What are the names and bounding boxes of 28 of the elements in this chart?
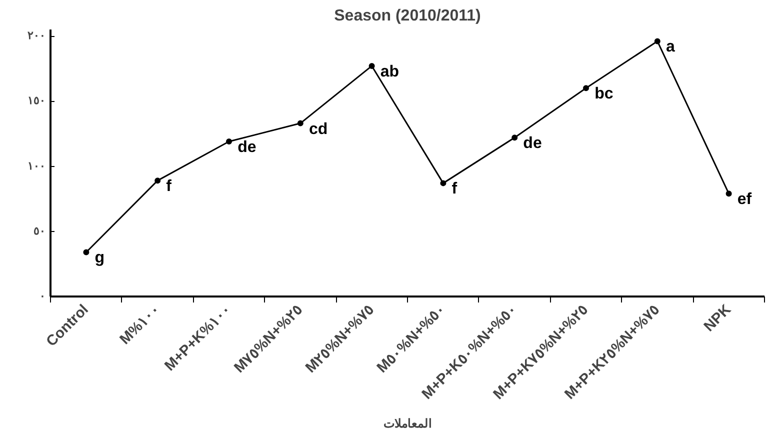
y-tick-label: ٠ — [40, 290, 46, 302]
point — [83, 249, 90, 256]
annotation: ef — [737, 191, 752, 208]
y-tick-label: ١٠٠ — [28, 160, 46, 172]
annotation: bc — [594, 86, 614, 103]
y-tick-label: ١٥٠ — [28, 95, 46, 108]
annotation: f — [166, 178, 172, 196]
point — [440, 180, 446, 186]
annotation: f — [452, 180, 458, 198]
x-axis-title: المعاملات — [384, 416, 432, 431]
point — [583, 85, 589, 92]
annotation: ab — [380, 63, 400, 80]
point — [512, 134, 518, 141]
point — [297, 120, 304, 126]
x-tick-label: M%١٠٠ — [117, 302, 164, 348]
annotation: a — [666, 38, 675, 56]
chart-title: Season (2010/2011) — [334, 8, 481, 24]
point — [154, 178, 161, 184]
point — [226, 138, 232, 145]
annotation: g — [94, 250, 105, 267]
annotation: de — [238, 139, 256, 156]
y-tick-label: ٥٠ — [34, 225, 46, 238]
annotation: de — [523, 135, 542, 152]
point — [654, 38, 660, 44]
point — [368, 62, 375, 69]
annotation: cd — [308, 120, 328, 138]
y-tick-label: ٢٠٠ — [28, 30, 46, 42]
point — [726, 190, 732, 197]
